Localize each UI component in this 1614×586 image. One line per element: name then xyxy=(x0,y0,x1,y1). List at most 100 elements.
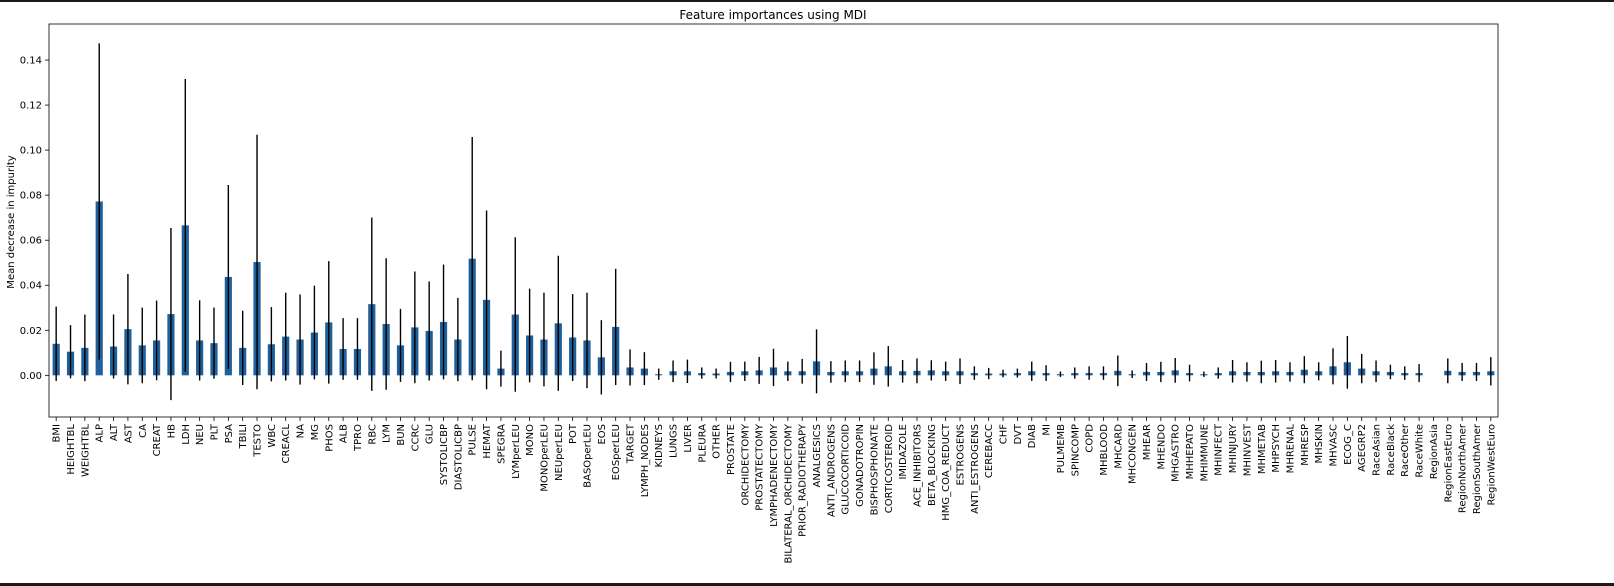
x-tick-label-copd: COPD xyxy=(1085,424,1096,453)
x-tick-label-raceasian: RaceAsian xyxy=(1372,424,1383,476)
x-tick-label-prior_radiotherapy: PRIOR_RADIOTHERAPY xyxy=(798,423,809,537)
x-tick-label-mhimmune: MHIMMUNE xyxy=(1199,424,1210,481)
x-tick-label-regionwesteuro: RegionWestEuro xyxy=(1486,424,1497,505)
x-tick-label-ast: AST xyxy=(123,423,134,443)
x-tick-label-ca: CA xyxy=(138,424,149,438)
x-tick-label-ecog_c: ECOG_C xyxy=(1343,424,1354,465)
x-tick-label-mhcongen: MHCONGEN xyxy=(1128,424,1139,484)
x-tick-label-liver: LIVER xyxy=(683,424,694,453)
x-tick-label-mhskin: MHSKIN xyxy=(1314,424,1325,463)
x-tick-label-bun: BUN xyxy=(396,424,407,446)
y-tick-label: 0.00 xyxy=(20,371,42,382)
x-tick-label-bmi: BMI xyxy=(52,424,63,442)
chart-title: Feature importances using MDI xyxy=(679,8,866,22)
x-tick-label-alb: ALB xyxy=(339,424,350,443)
x-tick-label-mono: MONO xyxy=(525,424,536,456)
y-tick-label: 0.12 xyxy=(20,101,42,112)
x-tick-label-prostate: PROSTATE xyxy=(726,424,737,475)
x-tick-label-bilateral_orchidectomy: BILATERAL_ORCHIDECTOMY xyxy=(783,423,794,563)
x-tick-label-creat: CREAT xyxy=(152,423,163,456)
bottom-border xyxy=(0,583,1614,586)
x-tick-label-lymph_nodes: LYMPH_NODES xyxy=(640,424,651,497)
x-tick-label-mhinfect: MHINFECT xyxy=(1214,423,1225,476)
x-tick-label-prostatectomy: PROSTATECTOMY xyxy=(755,423,766,511)
y-tick-label: 0.02 xyxy=(20,326,42,337)
x-tick-label-mhpsych: MHPSYCH xyxy=(1271,424,1282,473)
x-tick-label-cerebacc: CEREBACC xyxy=(984,424,995,478)
x-tick-label-mhear: MHEAR xyxy=(1142,424,1153,460)
x-tick-label-bisphosphonate: BISPHOSPHONATE xyxy=(869,424,880,515)
y-tick-label: 0.08 xyxy=(20,191,42,202)
x-tick-label-wbc: WBC xyxy=(267,424,278,448)
x-tick-label-heightbl: HEIGHTBL xyxy=(66,424,77,475)
x-tick-label-mi: MI xyxy=(1042,424,1053,436)
x-tick-label-lungs: LUNGS xyxy=(669,424,680,458)
x-tick-label-target: TARGET xyxy=(626,423,637,464)
x-tick-label-pleura: PLEURA xyxy=(697,424,708,463)
x-tick-label-racewhite: RaceWhite xyxy=(1415,424,1426,478)
y-tick-label: 0.06 xyxy=(20,236,42,247)
x-tick-label-orchidectomy: ORCHIDECTOMY xyxy=(740,423,751,505)
x-tick-label-neuperleu: NEUperLEU xyxy=(554,424,565,481)
x-tick-label-ace_inhibitors: ACE_INHIBITORS xyxy=(912,424,923,507)
x-tick-label-rbc: RBC xyxy=(367,424,378,445)
x-tick-label-raceother: RaceOther xyxy=(1400,423,1411,477)
y-tick-label: 0.14 xyxy=(20,56,42,67)
x-tick-label-analgesics: ANALGESICS xyxy=(812,424,823,487)
x-tick-label-anti_androgens: ANTI_ANDROGENS xyxy=(826,424,837,517)
x-tick-label-creacl: CREACL xyxy=(281,424,292,464)
x-tick-label-pot: POT xyxy=(568,423,579,444)
x-tick-label-agegrp2: AGEGRP2 xyxy=(1357,424,1368,472)
x-tick-label-beta_blocking: BETA_BLOCKING xyxy=(927,424,938,506)
x-tick-label-systolicbp: SYSTOLICBP xyxy=(439,424,450,485)
x-tick-label-plt: PLT xyxy=(209,423,220,440)
x-tick-label-other: OTHER xyxy=(712,424,723,459)
x-tick-label-alp: ALP xyxy=(95,424,106,442)
x-tick-label-hb: HB xyxy=(166,424,177,439)
y-axis-label: Mean decrease in impurity xyxy=(6,155,17,288)
x-tick-label-lym: LYM xyxy=(382,424,393,443)
x-tick-label-raceblack: RaceBlack xyxy=(1386,424,1397,476)
x-tick-label-hmg_coa_reduct: HMG_COA_REDUCT xyxy=(941,423,952,521)
top-border xyxy=(0,0,1614,2)
y-tick-label: 0.04 xyxy=(20,281,42,292)
x-tick-label-diab: DIAB xyxy=(1027,424,1038,448)
x-tick-label-hemat: HEMAT xyxy=(482,423,493,459)
x-tick-label-regionnorthamer: RegionNorthAmer xyxy=(1458,423,1469,513)
x-tick-label-estrogens: ESTROGENS xyxy=(956,424,967,486)
x-tick-label-mhgastro: MHGASTRO xyxy=(1171,424,1182,482)
x-tick-label-tbili: TBILI xyxy=(238,424,249,449)
x-tick-label-ccrc: CCRC xyxy=(410,424,421,451)
x-tick-label-lymperleu: LYMperLEU xyxy=(511,424,522,479)
x-tick-label-pulse: PULSE xyxy=(468,424,479,456)
x-tick-label-kidneys: KIDNEYS xyxy=(654,424,665,467)
x-tick-label-mhinjury: MHINJURY xyxy=(1228,423,1239,473)
x-tick-label-glu: GLU xyxy=(425,424,436,444)
x-tick-label-imidazole: IMIDAZOLE xyxy=(898,424,909,480)
x-tick-label-mhrenal: MHRENAL xyxy=(1285,424,1296,474)
x-tick-label-diastolicbp: DIASTOLICBP xyxy=(453,424,464,490)
x-tick-label-chf: CHF xyxy=(999,424,1010,445)
x-tick-label-dvt: DVT xyxy=(1013,423,1024,444)
x-tick-label-glucocorticoid: GLUCOCORTICOID xyxy=(841,424,852,515)
x-tick-label-psa: PSA xyxy=(224,424,235,444)
x-tick-label-basoperleu: BASOperLEU xyxy=(582,424,593,488)
x-tick-label-gonadotropin: GONADOTROPIN xyxy=(855,424,866,507)
x-tick-label-alt: ALT xyxy=(109,423,120,441)
x-tick-label-mhblood: MHBLOOD xyxy=(1099,424,1110,476)
x-tick-label-mhresp: MHRESP xyxy=(1300,424,1311,466)
x-tick-label-weightbl: WEIGHTBL xyxy=(80,424,91,477)
x-tick-label-regioneasteuro: RegionEastEuro xyxy=(1443,424,1454,502)
x-tick-label-neu: NEU xyxy=(195,424,206,445)
x-tick-label-mhmetab: MHMETAB xyxy=(1257,424,1268,474)
x-tick-label-anti_estrogens: ANTI_ESTROGENS xyxy=(970,424,981,514)
x-tick-label-regionsouthamer: RegionSouthAmer xyxy=(1472,423,1483,514)
x-tick-label-mhhepato: MHHEPATO xyxy=(1185,424,1196,480)
x-tick-label-spincomp: SPINCOMP xyxy=(1070,424,1081,476)
x-tick-label-mhendo: MHENDO xyxy=(1156,424,1167,470)
x-tick-label-mhvasc: MHVASC xyxy=(1329,424,1340,467)
x-tick-label-lymphadenectomy: LYMPHADENECTOMY xyxy=(769,423,780,527)
x-tick-label-spegra: SPEGRA xyxy=(496,424,507,464)
y-tick-label: 0.10 xyxy=(20,146,42,157)
